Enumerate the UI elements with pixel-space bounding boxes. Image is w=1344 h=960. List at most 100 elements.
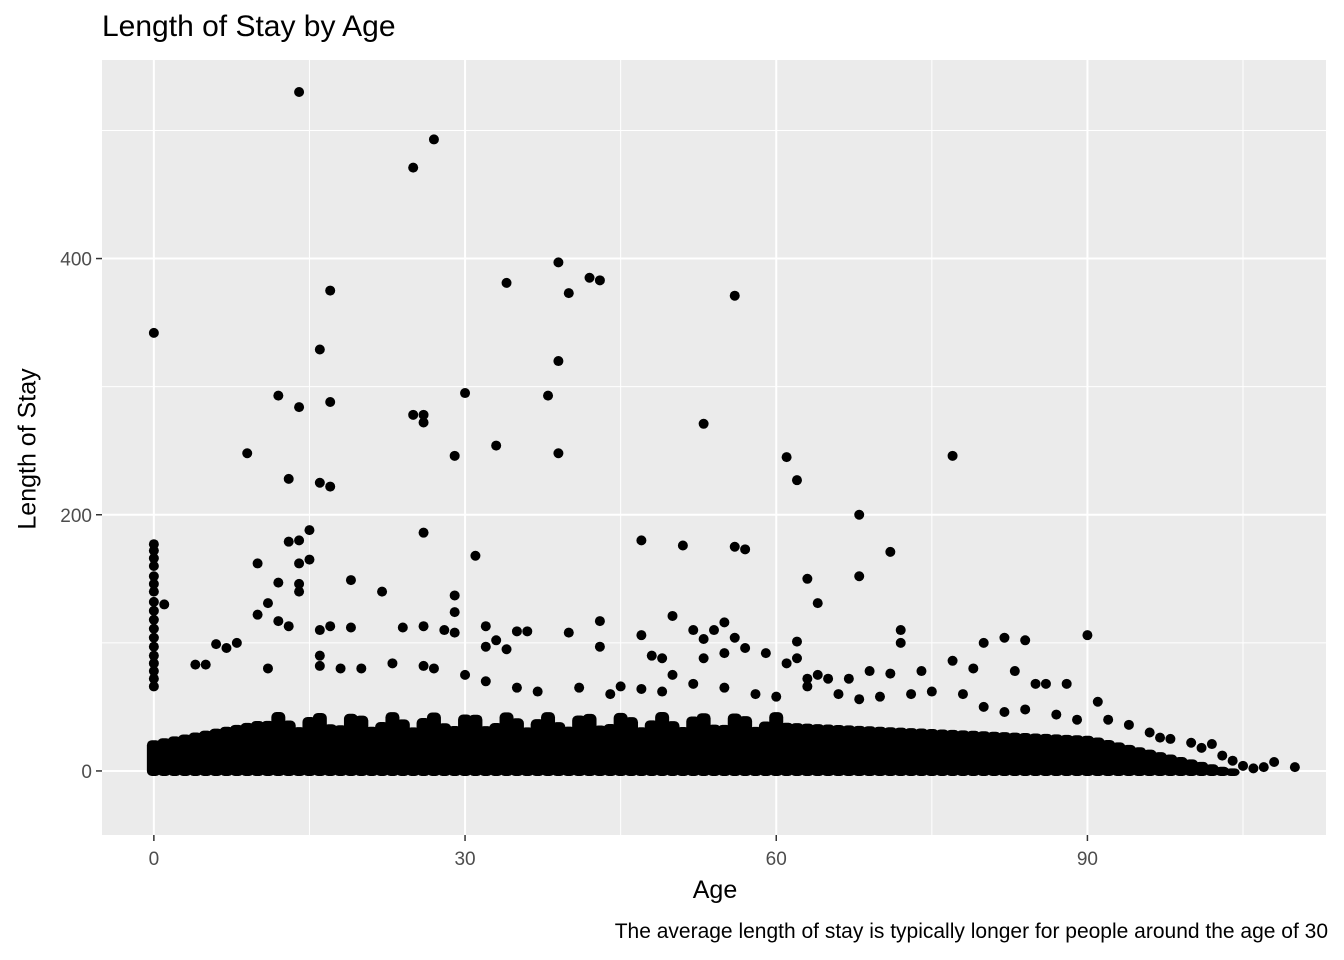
data-point bbox=[294, 402, 305, 413]
plot-panel bbox=[102, 60, 1326, 835]
data-point bbox=[1103, 714, 1114, 725]
data-point bbox=[1165, 733, 1176, 744]
data-point bbox=[460, 669, 471, 680]
data-point bbox=[740, 544, 751, 555]
data-point bbox=[428, 663, 439, 674]
data-point bbox=[148, 578, 159, 589]
data-point bbox=[646, 650, 657, 661]
data-point bbox=[221, 642, 232, 653]
data-point bbox=[418, 527, 429, 538]
data-point bbox=[729, 290, 740, 301]
data-point bbox=[480, 621, 491, 632]
data-point bbox=[511, 682, 522, 693]
y-tick-label: 0 bbox=[81, 762, 92, 783]
data-point bbox=[449, 627, 460, 638]
data-point bbox=[812, 669, 823, 680]
data-point bbox=[325, 621, 336, 632]
data-point bbox=[480, 641, 491, 652]
data-point bbox=[148, 673, 159, 684]
data-point bbox=[148, 666, 159, 677]
data-point bbox=[283, 536, 294, 547]
data-point bbox=[449, 590, 460, 601]
data-point bbox=[262, 598, 273, 609]
data-point bbox=[719, 617, 730, 628]
data-point bbox=[553, 257, 564, 268]
data-point bbox=[148, 623, 159, 634]
data-point bbox=[148, 641, 159, 652]
chart-caption: The average length of stay is typically … bbox=[614, 920, 1328, 943]
data-point bbox=[698, 418, 709, 429]
data-point bbox=[781, 658, 792, 669]
data-point bbox=[418, 409, 429, 420]
data-point bbox=[791, 475, 802, 486]
data-point bbox=[1238, 760, 1249, 771]
data-point bbox=[1123, 719, 1134, 730]
data-point bbox=[148, 571, 159, 582]
data-point bbox=[252, 609, 263, 620]
y-tick-label: 400 bbox=[60, 250, 92, 271]
data-point bbox=[677, 540, 688, 551]
data-point bbox=[719, 682, 730, 693]
data-point bbox=[906, 689, 917, 700]
data-point bbox=[532, 686, 543, 697]
major-gridlines bbox=[102, 60, 1326, 835]
data-point bbox=[978, 637, 989, 648]
data-point bbox=[491, 440, 502, 451]
data-point bbox=[231, 637, 242, 648]
data-point bbox=[926, 686, 937, 697]
data-point bbox=[480, 676, 491, 687]
data-point bbox=[740, 642, 751, 653]
data-point bbox=[667, 610, 678, 621]
data-point bbox=[729, 541, 740, 552]
data-point bbox=[698, 634, 709, 645]
data-point bbox=[314, 625, 325, 636]
data-point bbox=[563, 288, 574, 299]
data-point bbox=[688, 625, 699, 636]
data-point bbox=[698, 653, 709, 664]
data-point bbox=[895, 637, 906, 648]
dense-band-column bbox=[1215, 766, 1230, 776]
data-point bbox=[200, 659, 211, 670]
data-point bbox=[1009, 666, 1020, 677]
x-tick-label: 30 bbox=[454, 849, 475, 870]
data-point bbox=[273, 616, 284, 627]
data-point bbox=[999, 632, 1010, 643]
data-point bbox=[148, 650, 159, 661]
data-point bbox=[501, 277, 512, 288]
data-point bbox=[957, 689, 968, 700]
data-point bbox=[273, 577, 284, 588]
data-point bbox=[781, 452, 792, 463]
data-point bbox=[148, 560, 159, 571]
dense-band-column bbox=[1194, 761, 1209, 776]
data-point bbox=[729, 632, 740, 643]
data-point bbox=[1040, 678, 1051, 689]
data-point bbox=[615, 681, 626, 692]
data-point bbox=[294, 535, 305, 546]
data-point bbox=[294, 87, 305, 98]
data-point bbox=[377, 586, 388, 597]
data-point bbox=[791, 653, 802, 664]
x-tick-label: 60 bbox=[766, 849, 787, 870]
data-point bbox=[916, 666, 927, 677]
data-point bbox=[791, 636, 802, 647]
data-point bbox=[252, 558, 263, 569]
data-point bbox=[771, 691, 782, 702]
data-point bbox=[594, 275, 605, 286]
data-point bbox=[387, 658, 398, 669]
data-point bbox=[1030, 678, 1041, 689]
data-point bbox=[294, 578, 305, 589]
data-point bbox=[148, 658, 159, 669]
data-point bbox=[345, 622, 356, 633]
x-axis-label: Age bbox=[692, 876, 738, 904]
data-point bbox=[1227, 755, 1238, 766]
data-point bbox=[148, 614, 159, 625]
data-point bbox=[449, 607, 460, 618]
data-point bbox=[1258, 762, 1269, 773]
minor-gridlines bbox=[102, 60, 1326, 835]
data-point bbox=[294, 558, 305, 569]
data-point bbox=[408, 409, 419, 420]
data-point bbox=[1248, 763, 1259, 774]
data-point bbox=[968, 663, 979, 674]
data-point bbox=[843, 673, 854, 684]
